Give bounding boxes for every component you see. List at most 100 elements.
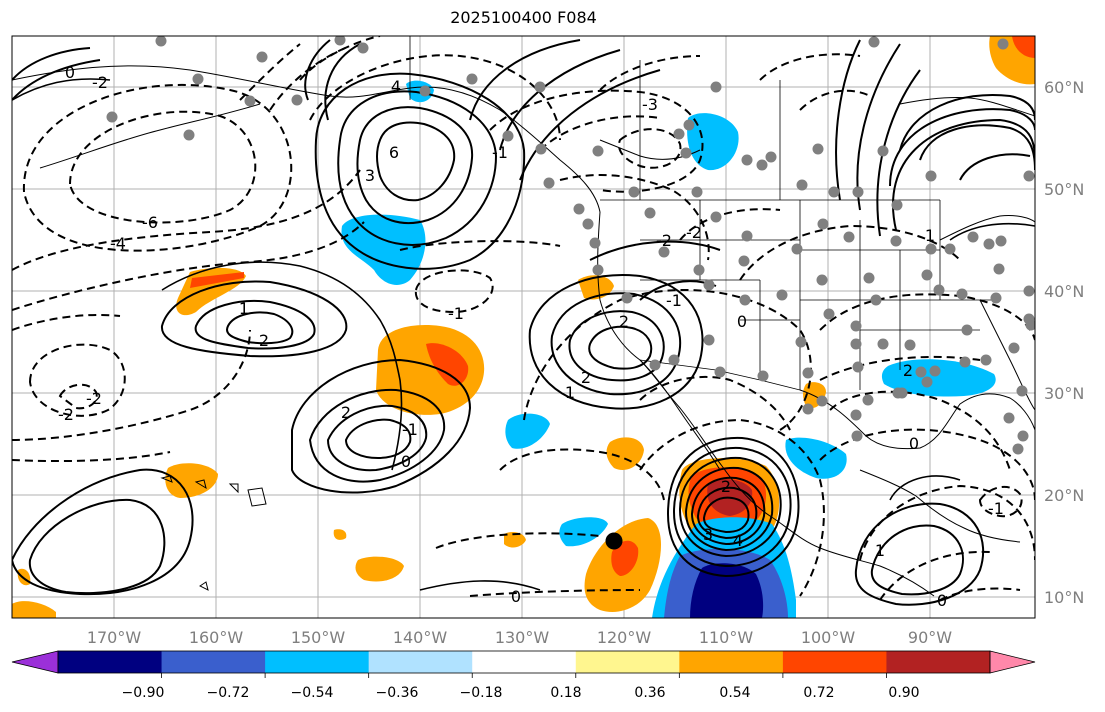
contour-label: 2 — [581, 368, 591, 387]
colorbar-tick-label: −0.72 — [207, 685, 250, 701]
orange-patch-mid-2 — [606, 437, 644, 470]
lon-tick-label: 150°W — [291, 628, 346, 647]
colorbar-segment — [58, 651, 163, 673]
lon-tick-label: 140°W — [393, 628, 448, 647]
lon-tick-label: 110°W — [699, 628, 754, 647]
colorbar-tick-label: −0.18 — [460, 685, 503, 701]
blue-patch-canada — [687, 113, 739, 171]
contour-label: 1 — [875, 541, 885, 560]
colorbar-tick-label: 0.36 — [634, 685, 665, 701]
contour-label: 2 — [341, 403, 351, 422]
colorbar-tick-label: −0.36 — [376, 685, 419, 701]
contour-label: -2 — [656, 231, 672, 250]
red-patch-central-pacific — [426, 343, 469, 386]
contour-label: 3 — [703, 525, 713, 544]
colorbar-segment — [368, 651, 473, 673]
colorbar-tick-label: −0.54 — [291, 685, 334, 701]
colorbar-tick-label: 0.90 — [888, 685, 919, 701]
colorbar-segment — [782, 651, 887, 673]
negative-contours — [12, 36, 1035, 601]
contour-label: 0 — [511, 587, 521, 606]
contour-label: 1 — [925, 226, 935, 245]
colorbar-segment — [886, 651, 991, 673]
orange-patch-mid-6 — [355, 556, 404, 582]
lon-tick-label: 100°W — [801, 628, 856, 647]
contour-label: 1 — [239, 299, 249, 318]
contour-label: 0 — [937, 591, 947, 610]
lon-tick-label: 90°W — [908, 628, 952, 647]
contour-label: -2 — [86, 389, 102, 408]
contour-label: -4 — [110, 234, 126, 253]
contour-labels: -6 -4 -2 -1 0 1 2 3 4 6 -3 -2 2 1 0 -1 2… — [58, 63, 1004, 610]
contour-label: 2 — [619, 312, 629, 331]
colorbar-extension-low — [11, 650, 59, 674]
chart-title: 2025100400 F084 — [450, 8, 597, 27]
lon-tick-label: 120°W — [597, 628, 652, 647]
contour-label: -2 — [92, 73, 108, 92]
lat-tick-label: 50°N — [1044, 180, 1084, 199]
lat-tick-label: 40°N — [1044, 282, 1084, 301]
lat-tick-label: 10°N — [1044, 588, 1084, 607]
contour-label: -3 — [642, 95, 658, 114]
contour-label: 0 — [65, 63, 75, 82]
colorbar-segment — [265, 651, 370, 673]
colorbar-border — [57, 650, 991, 674]
colorbar-segment — [679, 651, 784, 673]
longitude-tick-labels: 170°W 160°W 150°W 140°W 130°W 120°W 110°… — [87, 628, 952, 647]
zero-contours — [12, 78, 1035, 591]
map-background — [12, 36, 1035, 618]
orange-patch-bottom-left — [12, 601, 56, 618]
lat-tick-label: 30°N — [1044, 384, 1084, 403]
map-frame — [11, 35, 1036, 619]
contour-label: 2 — [721, 477, 731, 496]
orange-patch-hawaii — [165, 463, 218, 498]
orange-patch-mid-4 — [504, 532, 526, 548]
colorbar-extension-high — [989, 650, 1036, 674]
station-dots — [106, 36, 1035, 455]
colorbar-tick-label: 0.18 — [550, 685, 581, 701]
lon-tick-label: 130°W — [495, 628, 550, 647]
contour-label: -1 — [988, 499, 1004, 518]
navy-patch-hurricane — [690, 563, 764, 618]
colorbar-tick-label: 0.72 — [803, 685, 834, 701]
lat-tick-label: 20°N — [1044, 486, 1084, 505]
colorbar-segment — [575, 651, 680, 673]
lon-tick-label: 160°W — [189, 628, 244, 647]
orange-patch-central-pacific — [376, 325, 485, 415]
contour-label: 6 — [389, 143, 399, 162]
colorbar-tick-label: −0.90 — [122, 685, 165, 701]
contour-label: -1 — [666, 291, 682, 310]
contour-label: 2 — [903, 361, 913, 380]
contour-label: 0 — [737, 312, 747, 331]
contour-label: 0 — [909, 434, 919, 453]
contour-label: -1 — [402, 420, 418, 439]
contour-label: 2 — [259, 331, 269, 350]
colorbar — [11, 650, 1036, 678]
contour-label: -6 — [142, 213, 158, 232]
blue-patch-mid-1 — [505, 413, 550, 449]
colorbar-tick-labels: −0.90 −0.72 −0.54 −0.36 −0.18 0.18 0.36 … — [122, 685, 920, 701]
red-patch-south-mexico — [611, 540, 639, 576]
lon-tick-label: 170°W — [87, 628, 142, 647]
contour-label: 0 — [401, 452, 411, 471]
shaded-anomalies — [12, 36, 1035, 618]
orange-patch-mid-5 — [333, 529, 347, 540]
contour-label: 4 — [391, 77, 401, 96]
red-patch-corner — [1012, 36, 1035, 58]
contour-label: -2 — [686, 223, 702, 242]
latitude-tick-labels: 60°N 50°N 40°N 30°N 20°N 10°N — [1044, 78, 1084, 607]
contour-label: -1 — [448, 304, 464, 323]
blue-patch-gulf-east — [881, 359, 996, 397]
blue-patch-mid-3 — [559, 517, 608, 547]
red-stripe-west — [190, 272, 244, 288]
positive-contours — [12, 39, 1035, 606]
colorbar-segment — [161, 651, 266, 673]
colorbar-tick-label: 0.54 — [719, 685, 750, 701]
colorbar-segment — [472, 651, 577, 673]
contour-label: 4 — [733, 531, 743, 550]
lat-tick-label: 60°N — [1044, 78, 1084, 97]
contour-label: -1 — [492, 143, 508, 162]
storm-center-marker — [605, 532, 623, 550]
contour-label: 1 — [565, 383, 575, 402]
